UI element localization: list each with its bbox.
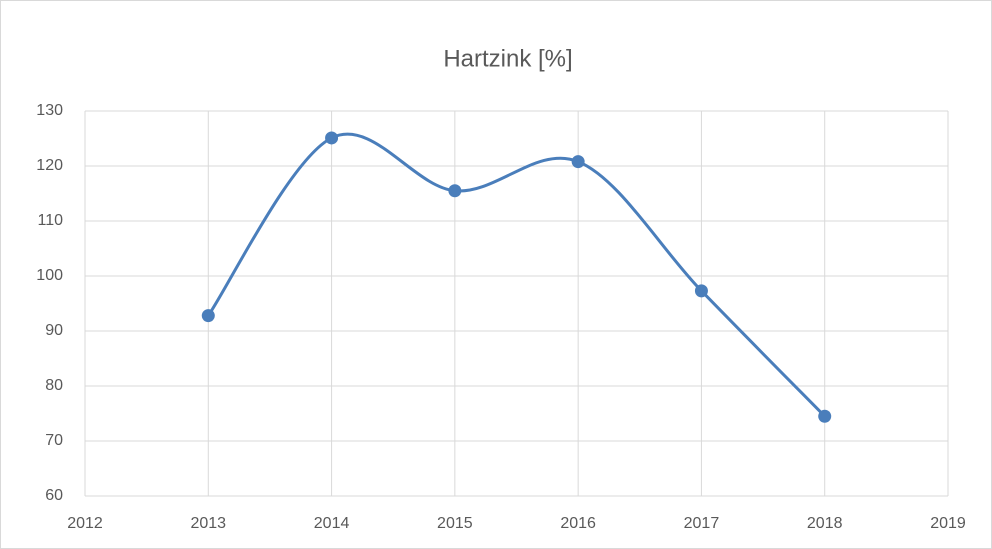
y-tick-label: 80 [45, 377, 63, 394]
x-tick-label: 2017 [684, 515, 720, 532]
y-tick-label: 130 [36, 102, 63, 119]
x-tick-label: 2014 [314, 515, 350, 532]
y-tick-label: 70 [45, 432, 63, 449]
x-tick-label: 2012 [67, 515, 103, 532]
series-line [207, 132, 826, 418]
x-tick-label: 2013 [190, 515, 226, 532]
x-tick-label: 2016 [560, 515, 596, 532]
y-tick-label: 110 [37, 212, 63, 229]
x-tick-label: 2015 [437, 515, 473, 532]
x-tick-label: 2018 [807, 515, 843, 532]
data-point [818, 409, 832, 423]
y-tick-label: 90 [45, 322, 63, 339]
data-point [571, 155, 585, 169]
y-tick-label: 60 [45, 487, 63, 504]
chart-title: Hartzink [%] [443, 45, 572, 72]
data-point [448, 184, 462, 198]
x-tick-label: 2019 [930, 515, 966, 532]
y-tick-label: 120 [36, 157, 63, 174]
data-point [201, 309, 215, 323]
y-tick-label: 100 [36, 267, 63, 284]
data-point [325, 131, 339, 145]
data-point [694, 284, 708, 298]
